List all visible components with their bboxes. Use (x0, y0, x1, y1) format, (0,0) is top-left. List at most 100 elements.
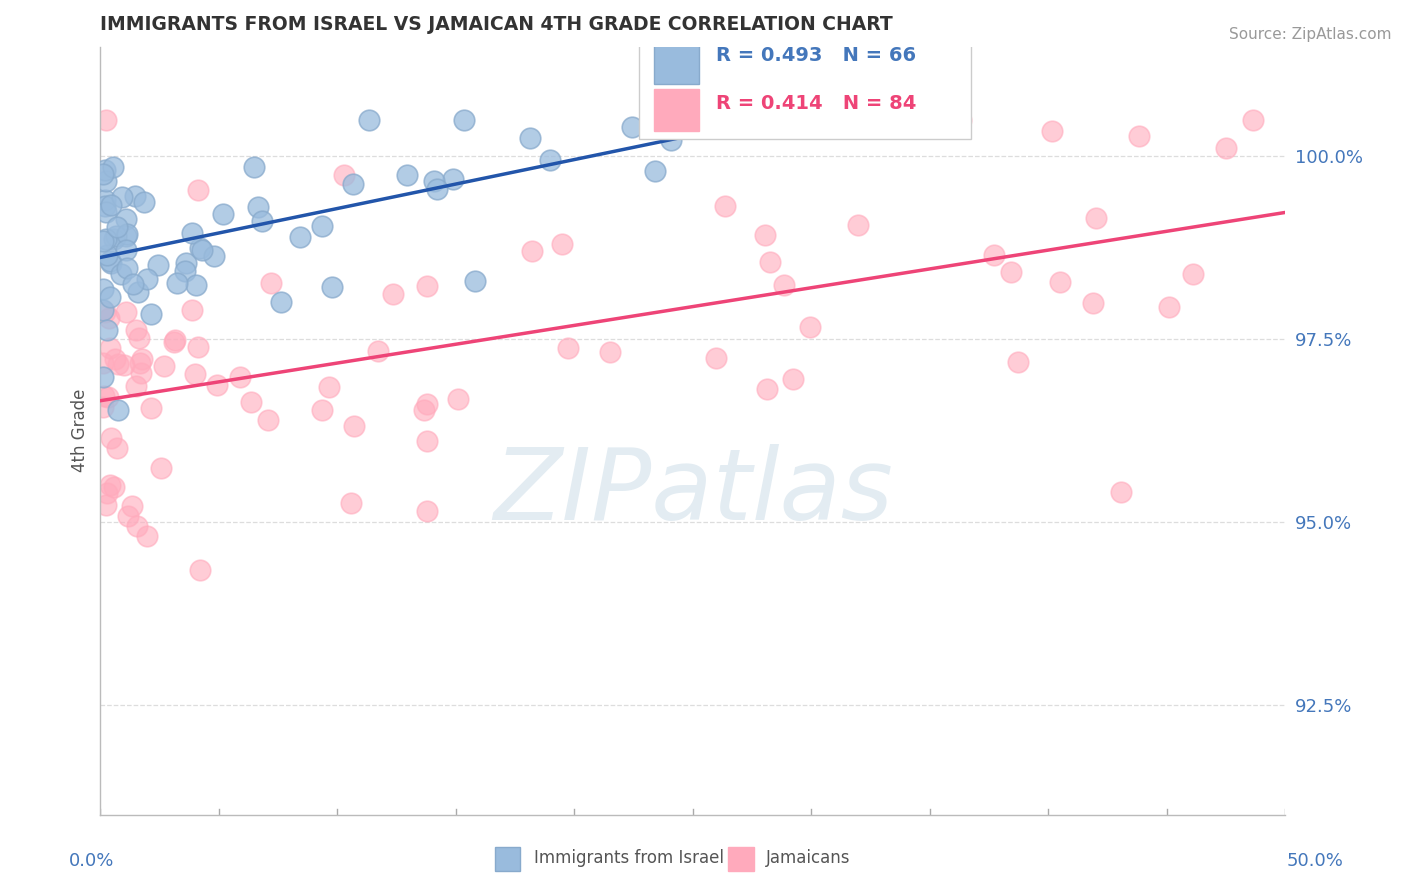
Point (453, 112, 475, 127)
Point (94, 193, 117, 207)
Point (288, 229, 311, 244)
Point (129, 356, 152, 370)
Point (756, 382, 779, 396)
Point (93, 389, 115, 403)
Point (129, 366, 152, 380)
Point (149, 461, 172, 475)
Point (96, 486, 118, 500)
Point (91, 356, 114, 370)
Text: Immigrants from Israel: Immigrants from Israel (534, 849, 724, 867)
Point (229, 370, 252, 384)
Point (121, 500, 143, 514)
Point (704, 351, 727, 366)
Point (188, 563, 211, 577)
Point (187, 183, 209, 197)
Point (103, 160, 125, 174)
Point (104, 352, 127, 367)
Point (153, 359, 176, 373)
Point (91, 400, 114, 414)
Point (96, 248, 118, 262)
Point (447, 392, 470, 406)
Point (141, 401, 163, 416)
Point (132, 195, 155, 210)
Point (174, 264, 197, 278)
Point (1085, 211, 1108, 225)
Point (93, 163, 115, 178)
Point (212, 207, 235, 221)
Point (91, 235, 114, 249)
Point (188, 241, 211, 255)
Point (557, 341, 579, 355)
Point (94, 112, 117, 127)
Point (318, 380, 340, 394)
Point (242, 160, 264, 174)
Point (519, 130, 541, 145)
Point (136, 272, 159, 286)
Point (1049, 275, 1071, 289)
Point (551, 236, 574, 251)
Point (131, 351, 153, 366)
Point (772, 278, 794, 293)
Point (115, 228, 138, 243)
Point (135, 529, 157, 543)
Point (91, 167, 114, 181)
Point (538, 153, 561, 167)
Point (382, 287, 405, 301)
Point (146, 258, 169, 272)
Point (100, 431, 122, 445)
Point (128, 331, 150, 345)
Point (250, 214, 273, 228)
Point (1128, 128, 1150, 143)
Point (752, 117, 775, 131)
Text: Jamaicans: Jamaicans (766, 849, 851, 867)
Point (1159, 301, 1181, 315)
Point (105, 442, 128, 456)
Point (191, 243, 214, 257)
Point (97, 390, 120, 404)
Point (94, 232, 117, 246)
Point (759, 254, 782, 268)
Point (98, 311, 121, 326)
Point (105, 220, 128, 235)
Point (1081, 296, 1104, 310)
Point (799, 320, 821, 334)
Point (181, 303, 204, 318)
Y-axis label: 4th Grade: 4th Grade (72, 389, 89, 472)
Point (98, 341, 121, 355)
Point (184, 368, 207, 382)
Point (112, 358, 135, 372)
Point (1241, 112, 1264, 127)
Point (115, 305, 138, 319)
Point (174, 256, 197, 270)
Point (110, 190, 132, 204)
Point (127, 285, 149, 299)
Point (464, 274, 486, 288)
Point (94, 173, 117, 187)
Point (115, 260, 138, 275)
Point (983, 248, 1005, 262)
Point (125, 323, 148, 337)
Point (340, 496, 363, 510)
Point (270, 295, 292, 310)
Point (105, 229, 128, 244)
Point (180, 226, 202, 240)
Point (91, 282, 114, 296)
Point (423, 173, 446, 187)
Point (125, 379, 148, 393)
Point (103, 232, 125, 246)
Point (1040, 124, 1063, 138)
Point (117, 227, 139, 241)
Text: 0.0%: 0.0% (69, 852, 114, 870)
Point (654, 112, 676, 127)
Point (91, 370, 114, 384)
Point (98, 477, 121, 491)
Text: R = 0.414   N = 84: R = 0.414 N = 84 (717, 94, 917, 113)
Text: IMMIGRANTS FROM ISRAEL VS JAMAICAN 4TH GRADE CORRELATION CHART: IMMIGRANTS FROM ISRAEL VS JAMAICAN 4TH G… (100, 15, 893, 34)
Point (1007, 354, 1029, 368)
Point (127, 519, 149, 533)
Bar (654, 41, 699, 84)
Point (107, 403, 129, 417)
Point (94, 498, 117, 512)
Point (257, 413, 280, 427)
Point (93, 305, 115, 319)
